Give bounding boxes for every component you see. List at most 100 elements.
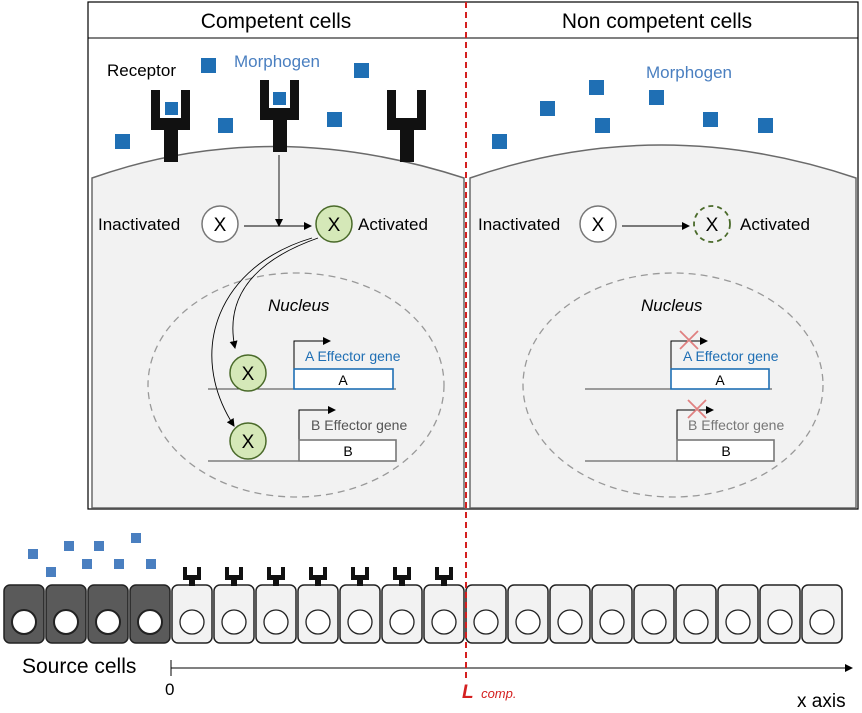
gene-a-box-label: A	[715, 372, 725, 388]
receptor-icon	[225, 567, 243, 586]
morphogen-molecule	[114, 559, 124, 569]
factor-symbol: X	[242, 364, 255, 385]
cell-nucleus	[473, 609, 499, 635]
morphogen-molecule	[165, 102, 178, 115]
nucleus-label-right: Nucleus	[641, 296, 703, 315]
factor-symbol: X	[214, 215, 227, 236]
cell-nucleus	[137, 609, 163, 635]
promoter-arrow	[293, 337, 331, 369]
cell-nucleus	[221, 609, 247, 635]
morphogen-label-left: Morphogen	[234, 52, 320, 71]
secreted-morphogen	[28, 533, 156, 577]
cell-nucleus	[431, 609, 457, 635]
cell-nucleus	[53, 609, 79, 635]
morphogen-molecule	[46, 567, 56, 577]
gene-b-box-right	[676, 439, 775, 462]
promoter-arrow	[670, 337, 708, 369]
morphogen-molecule	[201, 58, 216, 73]
morphogen-molecule	[131, 533, 141, 543]
receptor-icon	[351, 567, 369, 586]
cell-nucleus	[809, 609, 835, 635]
receptor-icon	[151, 90, 190, 162]
cell-row	[3, 584, 843, 644]
factor-symbol: X	[328, 215, 341, 236]
receptor-icon	[267, 567, 285, 586]
morphogen-molecule	[218, 118, 233, 133]
inhibition-cross-icon	[679, 330, 699, 350]
receptor-icon	[387, 90, 426, 162]
source-cells-label: Source cells	[22, 655, 136, 678]
receptor-icon	[260, 80, 299, 152]
cell-nucleus	[641, 609, 667, 635]
morphogen-molecule	[703, 112, 718, 127]
morphogen-molecule	[64, 541, 74, 551]
gene-b-box-label: B	[343, 443, 352, 459]
gene-a-box-left	[293, 368, 394, 390]
receptor-icon	[393, 567, 411, 586]
l-comp-label: L comp.	[462, 682, 516, 703]
bound-factor-b	[229, 422, 267, 460]
morphogen-molecule	[649, 90, 664, 105]
receptor-row	[183, 567, 453, 586]
receptor-icon	[309, 567, 327, 586]
morphogen-molecule	[273, 92, 286, 105]
non-activated-factor-right	[693, 205, 731, 243]
morphogen-molecules-left	[115, 58, 369, 149]
bound-factor-a	[229, 354, 267, 392]
inactivated-factor-right	[579, 205, 617, 243]
inactivated-label-left: Inactivated	[98, 215, 180, 234]
gene-b-box-left	[298, 439, 397, 462]
inhibition-cross-icon	[687, 399, 707, 419]
morphogen-molecule	[758, 118, 773, 133]
gene-b-box-label: B	[721, 443, 730, 459]
cell-nucleus	[305, 609, 331, 635]
cell-nucleus	[95, 609, 121, 635]
gene-a-label-right: A Effector gene	[683, 348, 779, 364]
cell-nucleus	[11, 609, 37, 635]
gene-b-label-right: B Effector gene	[688, 417, 784, 433]
receptor-icon	[435, 567, 453, 586]
cell-nucleus	[515, 609, 541, 635]
factor-symbol: X	[592, 215, 605, 236]
inactivated-label-right: Inactivated	[478, 215, 560, 234]
morphogen-molecule	[94, 541, 104, 551]
promoter-arrow	[298, 406, 336, 440]
promoter-arrow	[676, 406, 714, 440]
morphogen-molecule	[327, 112, 342, 127]
gene-a-box-label: A	[338, 372, 348, 388]
cell-nucleus	[725, 609, 751, 635]
nuclear-import-arrow-b	[211, 237, 313, 427]
gene-a-label-left: A Effector gene	[305, 348, 401, 364]
panel-title-non-competent: Non competent cells	[562, 10, 752, 33]
morphogen-label-right: Morphogen	[646, 63, 732, 82]
morphogen-molecule	[354, 63, 369, 78]
x-axis-origin-label: 0	[165, 680, 174, 699]
morphogen-molecule	[589, 80, 604, 95]
inactivated-factor-left	[201, 205, 239, 243]
nuclear-import-arrow-a	[229, 237, 319, 349]
l-comp-subscript: comp.	[481, 686, 516, 701]
morphogen-molecule	[28, 549, 38, 559]
receptor-label: Receptor	[107, 61, 176, 80]
x-axis-label: x axis	[797, 691, 846, 712]
morphogen-molecules-right	[492, 80, 773, 149]
morphogen-molecule	[82, 559, 92, 569]
morphogen-molecule	[146, 559, 156, 569]
cell-nucleus	[263, 609, 289, 635]
morphogen-molecule	[540, 101, 555, 116]
gene-b-label-left: B Effector gene	[311, 417, 407, 433]
morphogen-molecule	[595, 118, 610, 133]
activated-label-left: Activated	[358, 215, 428, 234]
morphogen-molecule	[492, 134, 507, 149]
gene-a-box-right	[670, 368, 770, 390]
l-comp-letter: L	[462, 682, 474, 703]
activated-factor-left	[315, 205, 353, 243]
activated-label-right: Activated	[740, 215, 810, 234]
cell-nucleus	[767, 609, 793, 635]
cell-nucleus	[683, 609, 709, 635]
factor-symbol: X	[706, 215, 719, 236]
cell-nucleus	[347, 609, 373, 635]
cell-nucleus	[179, 609, 205, 635]
cell-nucleus	[557, 609, 583, 635]
